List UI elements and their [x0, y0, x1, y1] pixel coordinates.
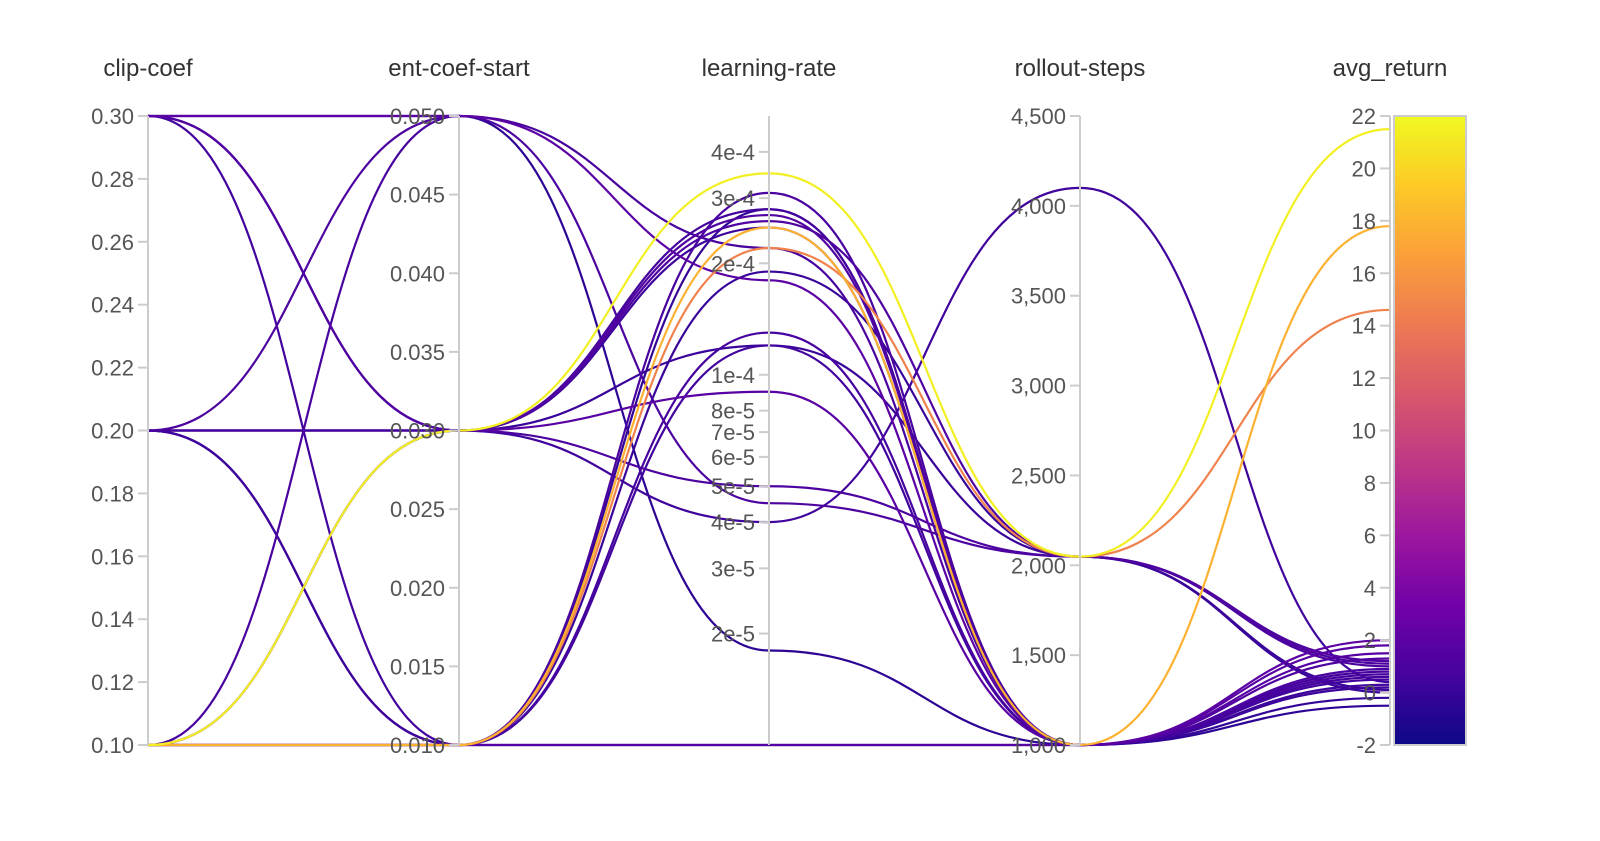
axis-title: clip-coef — [103, 55, 193, 82]
tick-label: 1,000 — [1011, 733, 1066, 758]
tick-label: 4e-5 — [711, 510, 755, 535]
axis-ent-coef-start[interactable]: ent-coef-start 0.010 0.015 0.020 0.025 0.030 0… — [388, 55, 530, 758]
tick-label: 16 — [1352, 261, 1376, 286]
tick-label: 4e-4 — [711, 140, 755, 165]
tick-label: 3e-4 — [711, 186, 755, 211]
axis-rollout-steps[interactable]: rollout-steps 1,000 1,500 2,000 2,500 3,000 3,… — [1011, 55, 1145, 758]
tick-label: -2 — [1356, 733, 1376, 758]
axis-title: avg_return — [1333, 55, 1448, 82]
tick-label: 0.24 — [91, 293, 134, 318]
run-line[interactable] — [146, 128, 1392, 747]
tick-label: 5e-5 — [711, 474, 755, 499]
tick-label: 0.030 — [390, 419, 445, 444]
tick-label: 0.12 — [91, 670, 134, 695]
tick-label: 0.010 — [390, 733, 445, 758]
tick-label: 2,500 — [1011, 463, 1066, 488]
tick-label: 0.30 — [91, 104, 134, 129]
tick-label: 0.14 — [91, 607, 134, 632]
axes: clip-coef 0.10 0.12 0.14 0.16 0.18 0.20 0.22 0.2… — [91, 55, 1467, 758]
tick-label: 0.025 — [390, 497, 445, 522]
tick-label: 4 — [1364, 576, 1376, 601]
tick-label: 0.10 — [91, 733, 134, 758]
tick-label: 0.020 — [390, 576, 445, 601]
tick-label: 2e-4 — [711, 251, 755, 276]
tick-label: 20 — [1352, 156, 1376, 181]
tick-label: 0.045 — [390, 183, 445, 208]
tick-label: 18 — [1352, 209, 1376, 234]
tick-label: 0.015 — [390, 654, 445, 679]
tick-label: 3e-5 — [711, 556, 755, 581]
tick-label: 0.050 — [390, 104, 445, 129]
tick-label: 6 — [1364, 523, 1376, 548]
axis-clip-coef[interactable]: clip-coef 0.10 0.12 0.14 0.16 0.18 0.20 0.22 0.2… — [91, 55, 193, 758]
tick-label: 4,500 — [1011, 104, 1066, 129]
tick-label: 1e-4 — [711, 363, 755, 388]
tick-label: 8e-5 — [711, 399, 755, 424]
axis-learning-rate[interactable]: learning-rate 2e-5 3e-5 4e-5 5e-5 6e-57e-58e-… — [702, 55, 837, 745]
tick-label: 2 — [1364, 628, 1376, 653]
tick-label: 12 — [1352, 366, 1376, 391]
run-line[interactable] — [146, 114, 1392, 747]
axis-title: rollout-steps — [1015, 55, 1146, 82]
tick-label: 0.18 — [91, 481, 134, 506]
tick-label: 14 — [1352, 314, 1376, 339]
axis-title: learning-rate — [702, 55, 837, 82]
tick-label: 3,500 — [1011, 284, 1066, 309]
tick-label: 0.20 — [91, 419, 134, 444]
tick-label: 10 — [1352, 419, 1376, 444]
tick-label: 0.16 — [91, 544, 134, 569]
tick-label: 2,000 — [1011, 553, 1066, 578]
tick-label: 4,000 — [1011, 194, 1066, 219]
axis-avg-return[interactable]: avg_return -2 0 2 4 6 8 10 12 14 16 18 20 22 — [1333, 55, 1467, 758]
tick-label: 22 — [1352, 104, 1376, 129]
tick-label: 6e-5 — [711, 445, 755, 470]
tick-label: 0.035 — [390, 340, 445, 365]
tick-label: 0 — [1364, 681, 1376, 706]
tick-label: 1,500 — [1011, 643, 1066, 668]
tick-label: 3,000 — [1011, 374, 1066, 399]
tick-label: 8 — [1364, 471, 1376, 496]
tick-label: 0.26 — [91, 230, 134, 255]
tick-label: 0.040 — [390, 261, 445, 286]
tick-label: 7e-5 — [711, 420, 755, 445]
axis-title: ent-coef-start — [388, 55, 530, 82]
color-bar — [1393, 115, 1467, 746]
tick-label: 2e-5 — [711, 622, 755, 647]
tick-label: 0.22 — [91, 356, 134, 381]
tick-label: 0.28 — [91, 167, 134, 192]
